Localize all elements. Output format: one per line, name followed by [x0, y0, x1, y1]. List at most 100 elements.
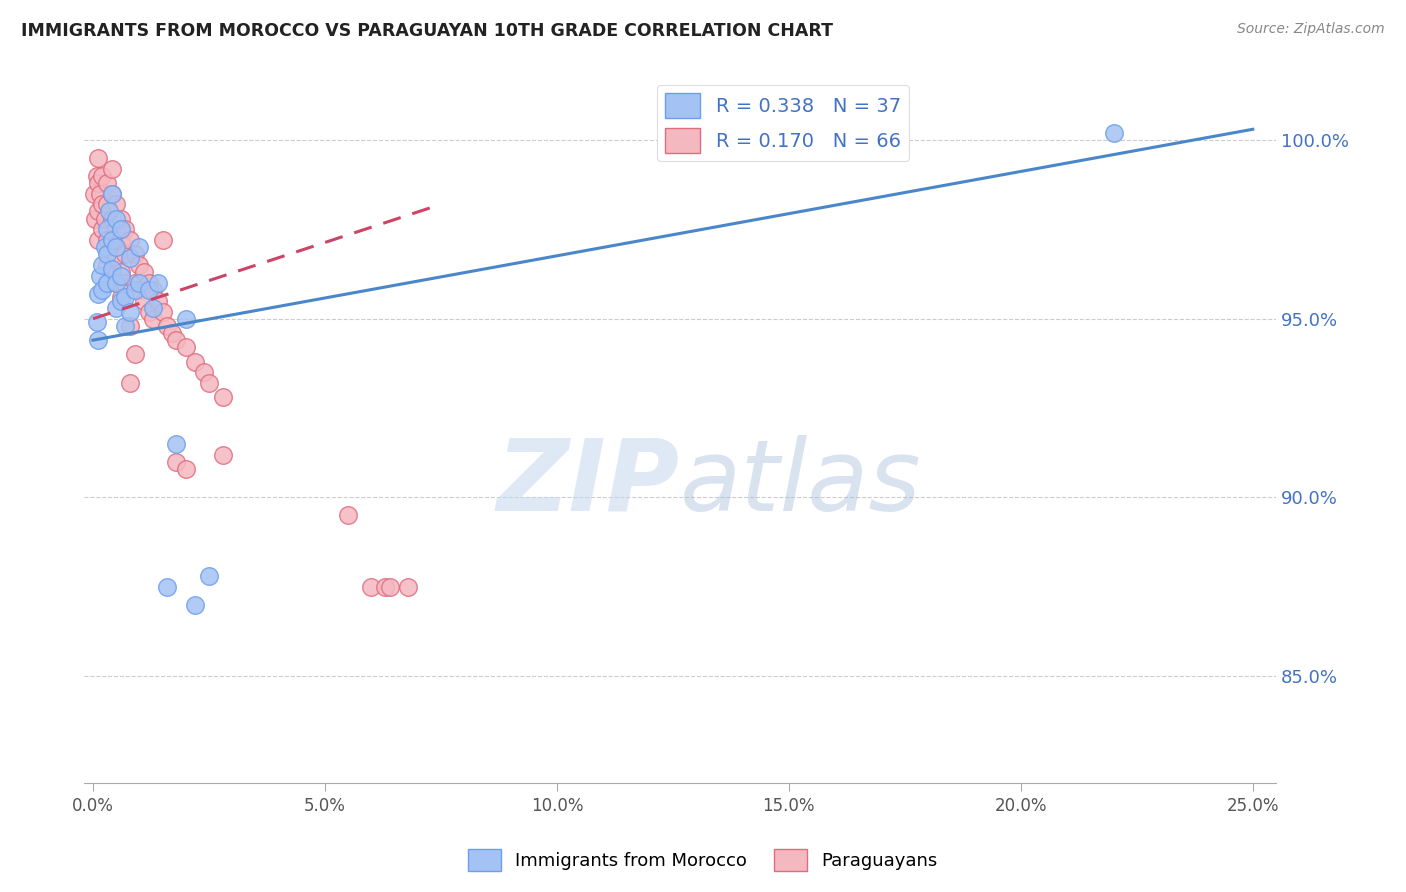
Point: [110, 233, 132, 247]
Point: [86, 286, 108, 301]
Point: [100, 211, 122, 226]
Point: [96, 276, 118, 290]
Point: [160, 326, 183, 340]
Point: [110, 265, 132, 279]
Point: [100, 233, 122, 247]
Point: [120, 318, 142, 333]
Point: [114, 276, 136, 290]
Point: [198, 376, 221, 390]
Point: [124, 247, 146, 261]
Point: [114, 318, 136, 333]
Point: [128, 283, 150, 297]
Point: [128, 276, 150, 290]
Point: [212, 390, 235, 404]
Point: [124, 276, 146, 290]
Point: [96, 247, 118, 261]
Point: [114, 222, 136, 236]
Point: [152, 304, 174, 318]
Point: [86, 333, 108, 347]
Point: [91, 283, 114, 297]
Point: [105, 222, 128, 236]
Point: [132, 265, 155, 279]
Point: [105, 240, 128, 254]
Point: [360, 580, 382, 594]
Point: [152, 233, 174, 247]
Point: [114, 290, 136, 304]
Point: [83, 186, 105, 201]
Point: [156, 318, 179, 333]
Point: [110, 211, 132, 226]
Point: [86, 204, 108, 219]
Point: [84, 211, 107, 226]
Point: [212, 448, 235, 462]
Point: [142, 311, 165, 326]
Point: [132, 293, 155, 308]
Point: [114, 247, 136, 261]
Point: [337, 508, 360, 523]
Point: [86, 169, 108, 183]
Point: [138, 304, 160, 318]
Point: [93, 211, 115, 226]
Text: Source: ZipAtlas.com: Source: ZipAtlas.com: [1237, 22, 1385, 37]
Point: [120, 233, 142, 247]
Point: [142, 301, 165, 315]
Text: ZIP: ZIP: [496, 434, 681, 532]
Legend: R = 0.338   N = 37, R = 0.170   N = 66: R = 0.338 N = 37, R = 0.170 N = 66: [658, 86, 908, 161]
Point: [166, 455, 188, 469]
Point: [166, 333, 188, 347]
Point: [86, 151, 108, 165]
Point: [110, 268, 132, 283]
Text: atlas: atlas: [681, 434, 921, 532]
Point: [91, 222, 114, 236]
Point: [120, 251, 142, 265]
Point: [174, 311, 197, 326]
Point: [89, 268, 111, 283]
Text: IMMIGRANTS FROM MOROCCO VS PARAGUAYAN 10TH GRADE CORRELATION CHART: IMMIGRANTS FROM MOROCCO VS PARAGUAYAN 10…: [21, 22, 834, 40]
Point: [184, 598, 207, 612]
Point: [110, 293, 132, 308]
Point: [146, 293, 169, 308]
Point: [105, 211, 128, 226]
Point: [128, 240, 150, 254]
Point: [100, 261, 122, 276]
Point: [86, 233, 108, 247]
Point: [86, 315, 108, 329]
Point: [100, 186, 122, 201]
Point: [110, 290, 132, 304]
Point: [138, 276, 160, 290]
Point: [91, 197, 114, 211]
Point: [156, 580, 179, 594]
Point: [120, 304, 142, 318]
Point: [174, 340, 197, 354]
Legend: Immigrants from Morocco, Paraguayans: Immigrants from Morocco, Paraguayans: [461, 842, 945, 879]
Point: [105, 276, 128, 290]
Point: [96, 176, 118, 190]
Point: [124, 283, 146, 297]
Point: [128, 258, 150, 272]
Point: [378, 580, 401, 594]
Point: [89, 186, 111, 201]
Point: [100, 161, 122, 176]
Point: [100, 186, 122, 201]
Point: [374, 580, 396, 594]
Point: [105, 197, 128, 211]
Point: [166, 437, 188, 451]
Point: [174, 462, 197, 476]
Point: [142, 283, 165, 297]
Point: [105, 301, 128, 315]
Point: [124, 347, 146, 361]
Point: [105, 251, 128, 265]
Point: [98, 204, 121, 219]
Point: [120, 376, 142, 390]
Point: [96, 222, 118, 236]
Point: [198, 569, 221, 583]
Point: [1102, 126, 1125, 140]
Point: [86, 176, 108, 190]
Point: [105, 276, 128, 290]
Point: [96, 258, 118, 272]
Point: [138, 283, 160, 297]
Y-axis label: 10th Grade: 10th Grade: [0, 379, 8, 473]
Point: [96, 197, 118, 211]
Point: [96, 233, 118, 247]
Point: [96, 276, 118, 290]
